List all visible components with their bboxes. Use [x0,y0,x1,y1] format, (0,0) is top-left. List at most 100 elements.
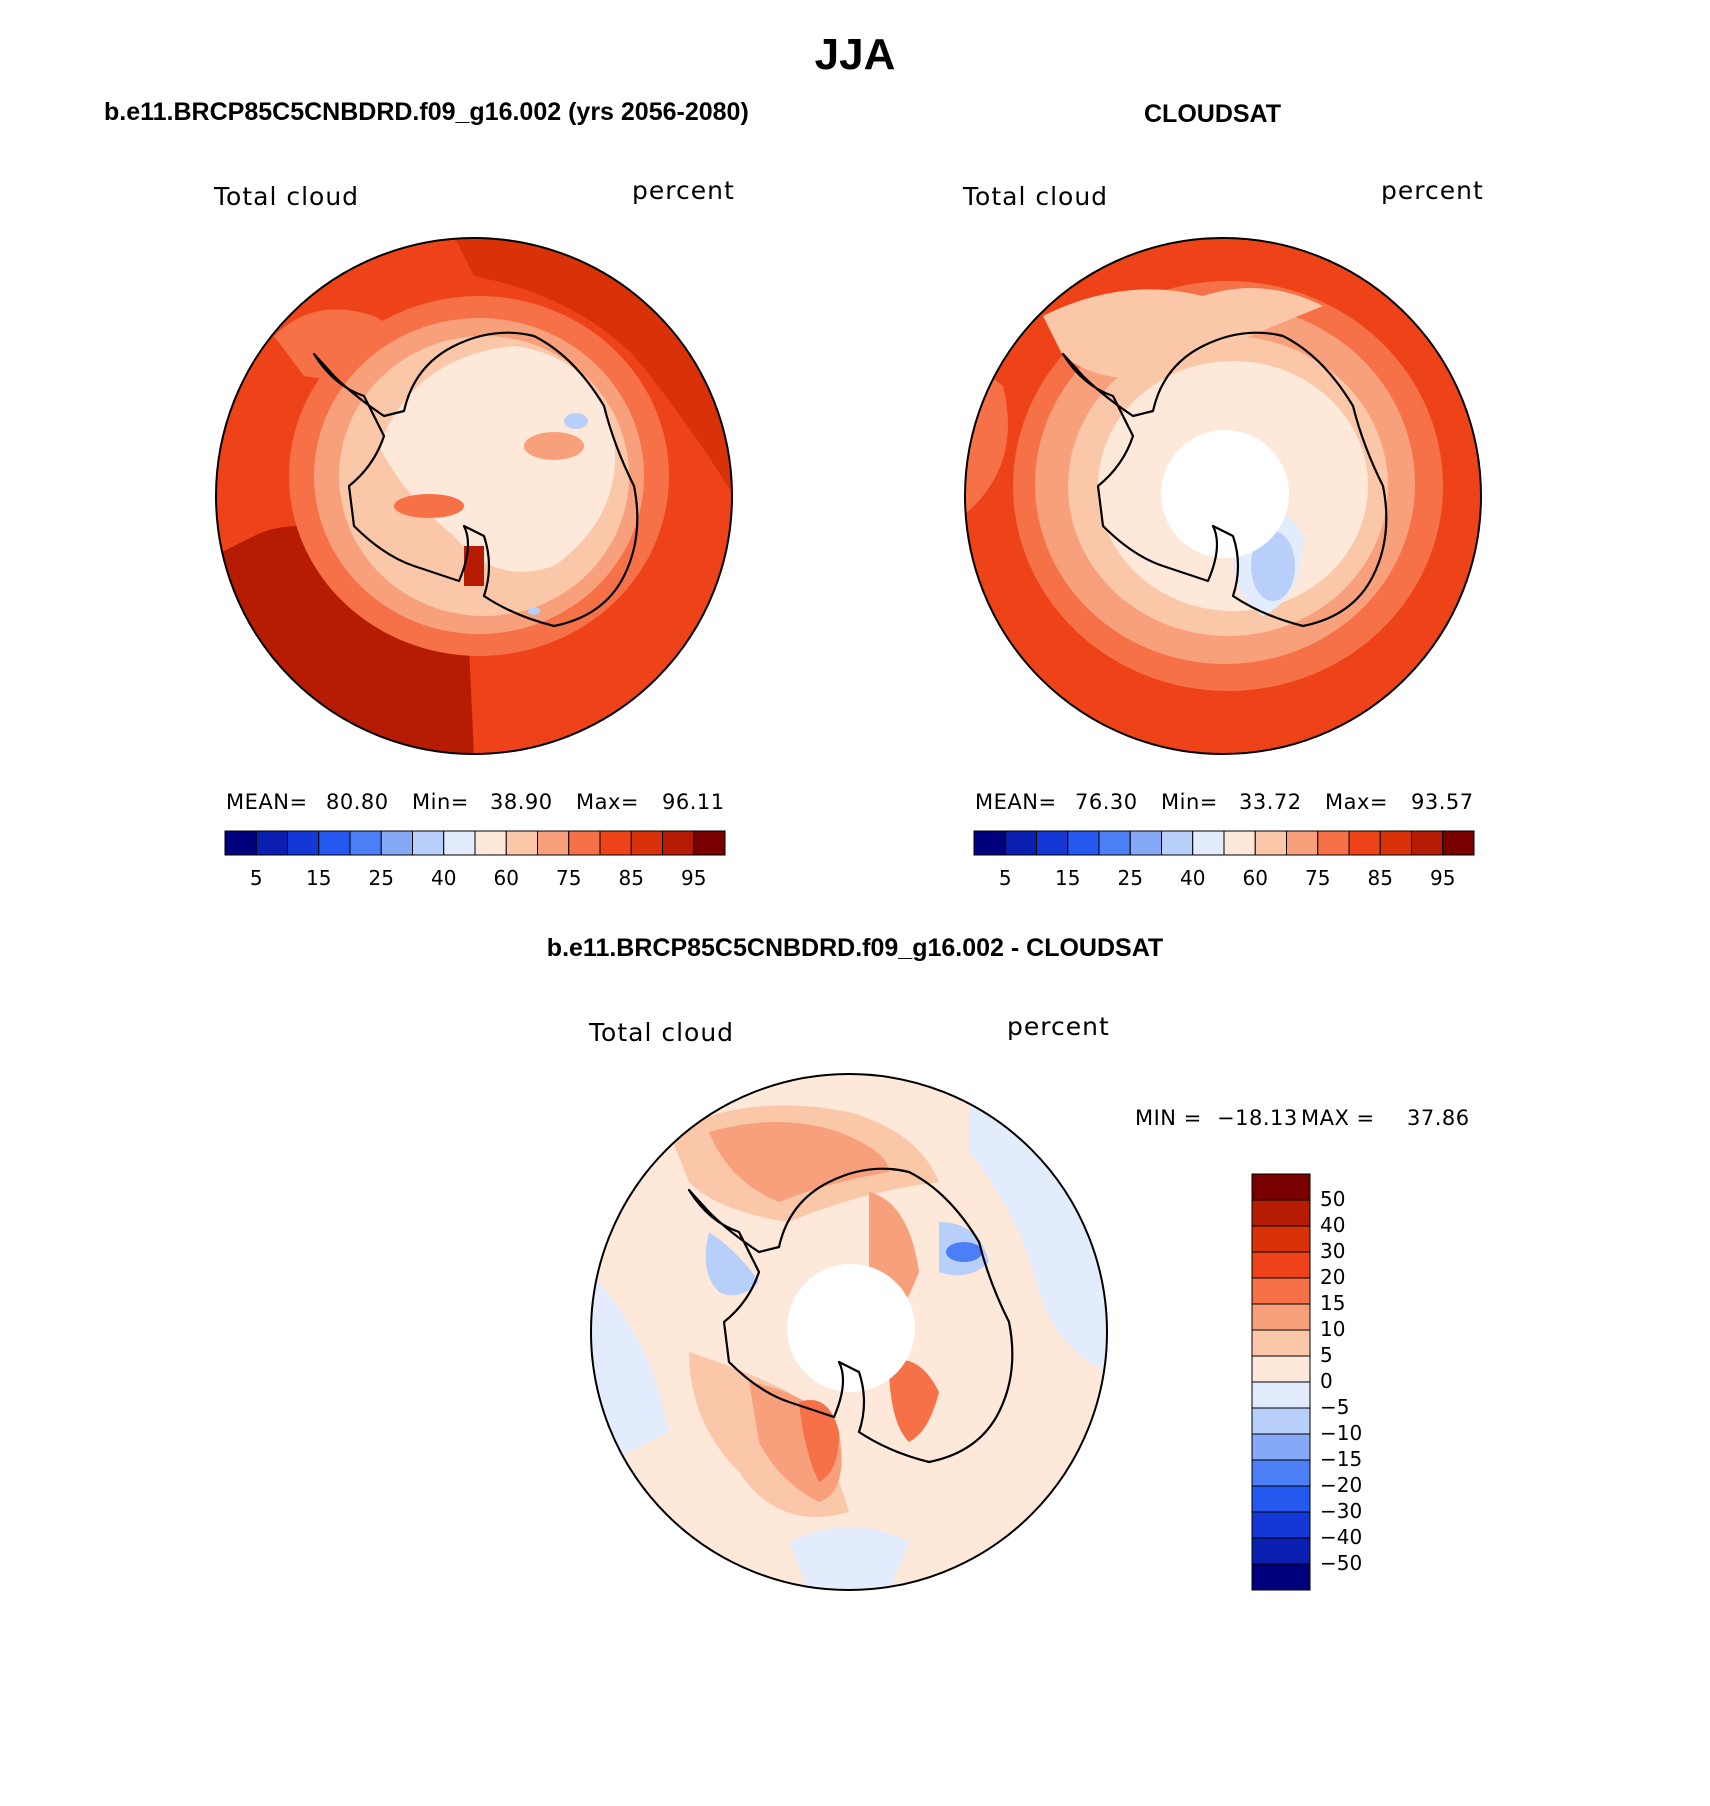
diff-colorbar-labels: 50 40 30 20 15 10 5 0 −5 −10 −15 −20 −30 −40 −50 [1320,1173,1440,1591]
model-antarctica-coastline [312,331,639,628]
diff-units-label: percent [1007,1012,1110,1041]
diff-colorbar-tick-label: 15 [1320,1291,1346,1315]
obs-colorbar-box [1254,830,1287,856]
model-max-value: 96.11 [662,790,725,814]
model-colorbar-box [349,830,382,856]
model-mean-label: MEAN= [226,790,308,814]
model-panel-title: b.e11.BRCP85C5CNBDRD.f09_g16.002 (yrs 20… [104,98,749,126]
obs-colorbar-box [1036,830,1069,856]
obs-colorbar-box [1223,830,1256,856]
obs-colorbar-tick-label: 75 [1305,866,1331,890]
model-colorbar [224,830,726,856]
diff-colorbar-box [1251,1537,1311,1565]
obs-colorbar-tick-label: 5 [998,866,1012,890]
diff-colorbar-tick-label: −15 [1320,1447,1363,1471]
diff-variable-label: Total cloud [589,1018,735,1047]
diff-colorbar-tick-label: 0 [1320,1369,1333,1393]
diff-colorbar-box [1251,1303,1311,1331]
obs-colorbar-box [1161,830,1194,856]
obs-colorbar-box [1411,830,1444,856]
obs-mean-label: MEAN= [975,790,1057,814]
obs-colorbar-box [1442,830,1475,856]
diff-colorbar-tick-label: −30 [1320,1499,1363,1523]
model-colorbar-box [224,830,257,856]
diff-colorbar-tick-label: 10 [1320,1317,1346,1341]
diff-missing-data-hole [787,1264,915,1392]
obs-colorbar-box [1348,830,1381,856]
diff-colorbar-box [1251,1407,1311,1435]
model-colorbar-box [380,830,413,856]
diff-panel-title: b.e11.BRCP85C5CNBDRD.f09_g16.002 - CLOUD… [546,934,1164,962]
model-colorbar-tick-label: 95 [681,866,707,890]
obs-units-label: percent [1381,176,1484,205]
model-colorbar-tick-label: 25 [368,866,394,890]
model-min-value: 38.90 [490,790,553,814]
diff-colorbar-tick-label: −10 [1320,1421,1363,1445]
obs-colorbar-tick-label: 40 [1180,866,1206,890]
model-colorbar-tick-label: 75 [556,866,582,890]
model-colorbar-tick-label: 5 [249,866,263,890]
model-mean-value: 80.80 [326,790,389,814]
obs-panel-title: CLOUDSAT [1144,100,1282,128]
model-colorbar-box [662,830,695,856]
model-variable-label: Total cloud [214,182,360,211]
diff-colorbar-box [1251,1433,1311,1461]
obs-colorbar-box [1004,830,1037,856]
obs-colorbar-tick-label: 95 [1430,866,1456,890]
model-map-boundary [215,237,733,755]
diff-colorbar-box [1251,1563,1311,1591]
diff-colorbar-tick-label: −20 [1320,1473,1363,1497]
diff-colorbar-tick-label: −5 [1320,1395,1350,1419]
obs-max-label: Max= [1325,790,1389,814]
diff-polar-map [590,1073,1108,1591]
obs-colorbar-tick-label: 25 [1117,866,1143,890]
model-max-label: Max= [576,790,640,814]
obs-min-value: 33.72 [1239,790,1302,814]
diff-colorbar-tick-label: 5 [1320,1343,1333,1367]
model-colorbar-box [568,830,601,856]
diff-colorbar-tick-label: −50 [1320,1551,1363,1575]
obs-colorbar-tick-label: 85 [1367,866,1393,890]
diff-colorbar-tick-label: 40 [1320,1213,1346,1237]
model-colorbar-box [693,830,726,856]
obs-colorbar-tick-label: 15 [1055,866,1081,890]
diff-colorbar-box [1251,1511,1311,1539]
diff-colorbar-box [1251,1355,1311,1383]
main-title: JJA [814,30,896,79]
diff-colorbar-box [1251,1485,1311,1513]
obs-colorbar-box [973,830,1006,856]
obs-variable-label: Total cloud [963,182,1109,211]
obs-colorbar-box [1067,830,1100,856]
obs-max-value: 93.57 [1411,790,1474,814]
diff-min-value: −18.13 [1217,1106,1298,1130]
obs-colorbar-box [1192,830,1225,856]
model-colorbar-box [474,830,507,856]
obs-colorbar-box [1317,830,1350,856]
model-colorbar-box [630,830,663,856]
model-colorbar-box [537,830,570,856]
diff-min-label: MIN = [1135,1106,1202,1130]
obs-min-label: Min= [1161,790,1218,814]
model-colorbar-box [287,830,320,856]
model-colorbar-box [318,830,351,856]
diff-colorbar-box [1251,1225,1311,1253]
obs-colorbar-box [1286,830,1319,856]
diff-colorbar-box [1251,1277,1311,1305]
model-colorbar-box [443,830,476,856]
diff-colorbar-box [1251,1381,1311,1409]
model-colorbar-tick-label: 60 [493,866,519,890]
diff-colorbar-tick-label: −40 [1320,1525,1363,1549]
model-colorbar-labels: 5 15 25 40 60 75 85 95 [223,866,727,892]
obs-colorbar-labels: 5 15 25 40 60 75 85 95 [972,866,1476,892]
diff-colorbar-box [1251,1251,1311,1279]
model-polar-map [215,237,733,755]
model-min-label: Min= [412,790,469,814]
model-colorbar-tick-label: 40 [431,866,457,890]
diff-colorbar-box [1251,1173,1311,1201]
model-colorbar-tick-label: 85 [618,866,644,890]
obs-colorbar-box [1098,830,1131,856]
diff-max-value: 37.86 [1407,1106,1470,1130]
model-colorbar-box [505,830,538,856]
model-colorbar-box [599,830,632,856]
diff-antarctica-coastline [687,1167,1014,1464]
